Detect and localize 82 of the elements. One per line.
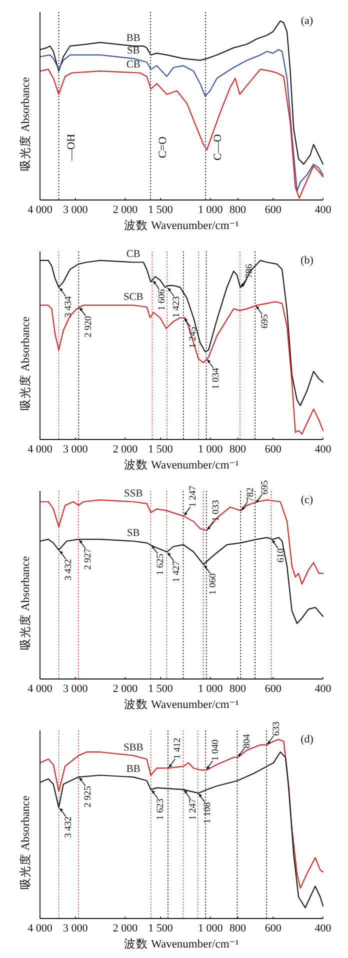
annotation: 1 060	[208, 573, 218, 595]
ref-line-label: C=O	[157, 136, 170, 158]
annotation: 786	[245, 264, 256, 278]
ref-line-label: C—O	[212, 134, 224, 160]
x-axis-title: 波数 Wavenumber/cm⁻¹	[124, 938, 240, 950]
x-tick-label: 2 000	[112, 204, 138, 216]
chart-title: (c)	[300, 494, 314, 506]
series-label: CB	[126, 60, 140, 71]
x-tick-label: 600	[264, 204, 282, 216]
x-tick-label: 600	[264, 683, 282, 695]
x-axis-title: 波数 Wavenumber/cm⁻¹	[124, 458, 240, 472]
x-tick-label: 800	[230, 204, 247, 216]
annotation: 2 927	[84, 548, 94, 570]
x-tick-label: 2 000	[112, 922, 138, 934]
x-tick-label: 1 500	[148, 922, 174, 934]
x-tick-label: 3 000	[62, 204, 88, 216]
x-tick-label: 4 000	[28, 444, 53, 456]
x-tick-label: 1 500	[148, 444, 174, 456]
x-tick-label: 400	[314, 922, 332, 934]
series-label: SBB	[123, 742, 144, 754]
x-tick-label: 2 000	[112, 444, 138, 456]
annotation: 2 920	[84, 316, 94, 338]
annotation: 1 247	[188, 798, 198, 820]
x-tick-label: 600	[264, 922, 282, 934]
annotation: 3 434	[64, 296, 74, 318]
x-tick-label: 400	[314, 444, 332, 456]
x-tick-label: 800	[230, 683, 247, 695]
ref-line-label: —OH	[65, 134, 78, 162]
series-label: SSB	[124, 488, 143, 500]
x-tick-label: 1 000	[198, 922, 224, 934]
x-tick-label: 3 000	[62, 922, 88, 934]
annotation: 804	[242, 734, 252, 748]
x-tick-label: 1 000	[198, 204, 224, 216]
series-label: CB	[126, 249, 140, 260]
x-tick-label: 1 500	[148, 683, 174, 695]
x-tick-label: 4 000	[28, 922, 53, 934]
x-tick-label: 3 000	[62, 444, 88, 456]
annotation: 1 034	[211, 368, 222, 390]
annotation: 1 423	[172, 296, 182, 318]
x-tick-label: 800	[230, 922, 247, 934]
annotation: 1 412	[173, 737, 184, 760]
x-tick-label: 3 000	[62, 683, 88, 695]
x-tick-label: 1 500	[148, 204, 174, 216]
x-tick-label: 4 000	[28, 683, 53, 695]
x-axis-title: 波数 Wavenumber/cm⁻¹	[124, 219, 240, 232]
x-tick-label: 400	[314, 683, 332, 695]
series-label: BB	[126, 33, 140, 44]
series-label: SB	[126, 528, 140, 540]
x-tick-label: 600	[264, 444, 282, 456]
x-tick-label: 4 000	[28, 204, 53, 216]
annotation: 610	[276, 548, 286, 563]
chart-title: (a)	[300, 15, 314, 27]
x-tick-label: 1 000	[198, 444, 224, 456]
annotation: 1 245	[188, 326, 199, 348]
x-tick-label: 2 000	[112, 683, 138, 695]
x-axis-title: 波数 Wavenumber/cm⁻¹	[124, 698, 240, 711]
chart-title: (d)	[300, 734, 314, 746]
annotation: 2 925	[84, 786, 94, 808]
annotation: 695	[260, 314, 270, 328]
annotation: 3 432	[64, 816, 74, 838]
annotation: 695	[260, 480, 270, 495]
annotation: 1 606	[157, 288, 168, 311]
x-tick-label: 400	[314, 204, 332, 216]
series-label: BB	[126, 764, 140, 776]
annotation: 1 625	[156, 553, 166, 576]
y-axis-title: 吸光度 Absorbance	[18, 77, 32, 171]
annotation: 1 427	[172, 560, 182, 582]
annotation: 782	[246, 487, 256, 502]
y-axis-title: 吸光度 Absorbance	[18, 556, 32, 650]
chart-title: (b)	[300, 254, 314, 266]
series-label: SCB	[123, 292, 144, 304]
x-tick-label: 1 000	[198, 683, 224, 695]
y-axis-title: 吸光度 Absorbance	[18, 316, 32, 410]
annotation: 1 247	[188, 485, 198, 508]
y-axis-title: 吸光度 Absorbance	[18, 796, 32, 890]
annotation: 633	[272, 721, 282, 736]
x-tick-label: 800	[230, 444, 247, 456]
annotation: 1 623	[156, 798, 166, 820]
series-label: SB	[126, 46, 140, 57]
annotation: 3 432	[64, 558, 74, 580]
annotation: 1 040	[210, 739, 221, 761]
annotation: 1 033	[212, 500, 222, 522]
